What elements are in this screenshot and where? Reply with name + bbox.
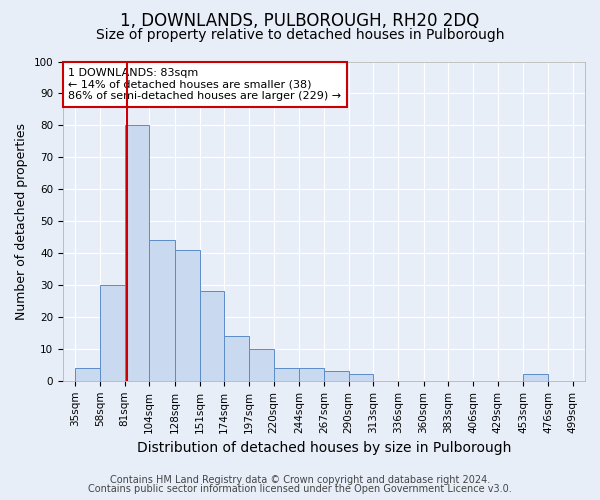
Bar — [149, 240, 175, 381]
Bar — [175, 250, 200, 381]
Bar — [75, 368, 100, 381]
Bar — [523, 374, 548, 381]
Text: 1, DOWNLANDS, PULBOROUGH, RH20 2DQ: 1, DOWNLANDS, PULBOROUGH, RH20 2DQ — [121, 12, 479, 30]
Y-axis label: Number of detached properties: Number of detached properties — [15, 122, 28, 320]
Bar — [324, 371, 349, 381]
Text: Contains public sector information licensed under the Open Government Licence v3: Contains public sector information licen… — [88, 484, 512, 494]
Text: Size of property relative to detached houses in Pulborough: Size of property relative to detached ho… — [96, 28, 504, 42]
Bar — [100, 285, 125, 381]
Text: 1 DOWNLANDS: 83sqm
← 14% of detached houses are smaller (38)
86% of semi-detache: 1 DOWNLANDS: 83sqm ← 14% of detached hou… — [68, 68, 341, 101]
Bar — [125, 126, 149, 381]
Bar — [249, 349, 274, 381]
Bar — [299, 368, 324, 381]
Text: Contains HM Land Registry data © Crown copyright and database right 2024.: Contains HM Land Registry data © Crown c… — [110, 475, 490, 485]
Bar — [274, 368, 299, 381]
Bar — [349, 374, 373, 381]
Bar — [224, 336, 249, 381]
Bar — [200, 292, 224, 381]
X-axis label: Distribution of detached houses by size in Pulborough: Distribution of detached houses by size … — [137, 441, 511, 455]
